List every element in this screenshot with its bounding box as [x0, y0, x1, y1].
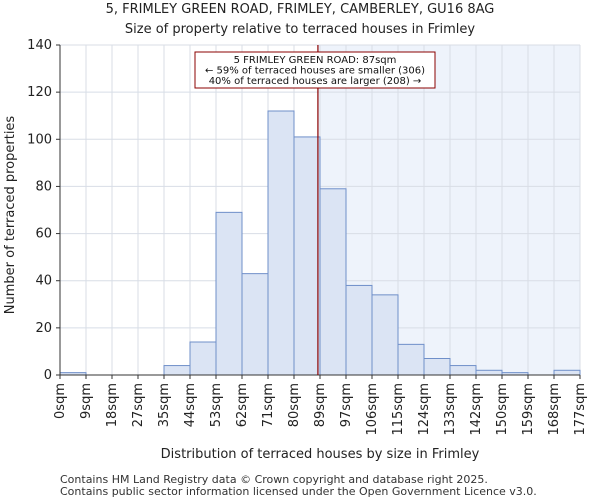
x-tick-label-18sqm: 18sqm	[105, 383, 120, 427]
x-axis-label: Distribution of terraced houses by size …	[161, 447, 480, 462]
y-tick-label-140: 140	[27, 38, 52, 53]
x-tick-label-106sqm: 106sqm	[365, 383, 380, 436]
bar-44sqm	[189, 341, 217, 376]
footer-line-2: Contains public sector information licen…	[60, 485, 537, 498]
chart-subtitle: Size of property relative to terraced ho…	[125, 22, 476, 37]
bar-133sqm	[449, 365, 477, 376]
plot-area: 0 20 40 60 80 100 120 140 0sqm 9sqm 18sqm 27sqm 35sq…	[27, 38, 588, 436]
bar-97sqm	[345, 284, 373, 376]
y-tick-label-120: 120	[27, 85, 52, 100]
x-tick-label-80sqm: 80sqm	[287, 383, 302, 427]
y-axis-label: Number of terraced properties	[3, 116, 18, 315]
x-tick-label-142sqm: 142sqm	[469, 383, 484, 436]
y-tick-label-100: 100	[27, 132, 52, 147]
bar-80sqm	[293, 136, 321, 376]
y-tick-label-20: 20	[35, 321, 52, 336]
annotation-line1: 5 FRIMLEY GREEN ROAD: 87sqm	[234, 55, 397, 66]
x-tick-label-97sqm: 97sqm	[339, 383, 354, 427]
x-tick-label-35sqm: 35sqm	[157, 383, 172, 427]
bar-106sqm	[371, 294, 399, 376]
annotation-line3: 40% of terraced houses are larger (208) …	[209, 76, 422, 87]
annotation-line2: ← 59% of terraced houses are smaller (30…	[205, 66, 425, 77]
x-tick-label-133sqm: 133sqm	[443, 383, 458, 436]
x-tick-label-168sqm: 168sqm	[547, 383, 562, 436]
x-tick-label-115sqm: 115sqm	[391, 383, 406, 436]
chart-title: 5, FRIMLEY GREEN ROAD, FRIMLEY, CAMBERLE…	[106, 2, 495, 17]
x-tick-label-71sqm: 71sqm	[261, 383, 276, 427]
x-tick-label-0sqm: 0sqm	[53, 383, 68, 419]
x-tick-label-62sqm: 62sqm	[235, 383, 250, 427]
x-tick-label-124sqm: 124sqm	[417, 383, 432, 436]
bar-89sqm	[319, 188, 347, 376]
bar-168sqm	[553, 369, 581, 376]
y-tick-label-60: 60	[35, 227, 52, 242]
x-tick-label-150sqm: 150sqm	[495, 383, 510, 436]
bar-53sqm	[215, 211, 243, 376]
bar-124sqm	[423, 358, 451, 376]
y-tick-label-0: 0	[44, 368, 52, 383]
x-tick-label-44sqm: 44sqm	[183, 383, 198, 427]
x-tick-label-177sqm: 177sqm	[573, 383, 588, 436]
x-tick-label-9sqm: 9sqm	[79, 383, 94, 419]
annotation-box	[194, 51, 436, 89]
x-tick-label-89sqm: 89sqm	[313, 383, 328, 427]
footer-line-1: Contains HM Land Registry data © Crown c…	[60, 473, 488, 486]
x-tick-label-159sqm: 159sqm	[521, 383, 536, 436]
x-tick-label-53sqm: 53sqm	[209, 383, 224, 427]
bar-62sqm	[241, 273, 269, 376]
bar-142sqm	[475, 369, 503, 376]
bar-35sqm	[163, 365, 191, 376]
bar-71sqm	[267, 110, 295, 376]
bar-115sqm	[397, 343, 425, 376]
y-tick-label-80: 80	[35, 179, 52, 194]
x-tick-label-27sqm: 27sqm	[131, 383, 146, 427]
y-tick-label-40: 40	[35, 274, 52, 289]
